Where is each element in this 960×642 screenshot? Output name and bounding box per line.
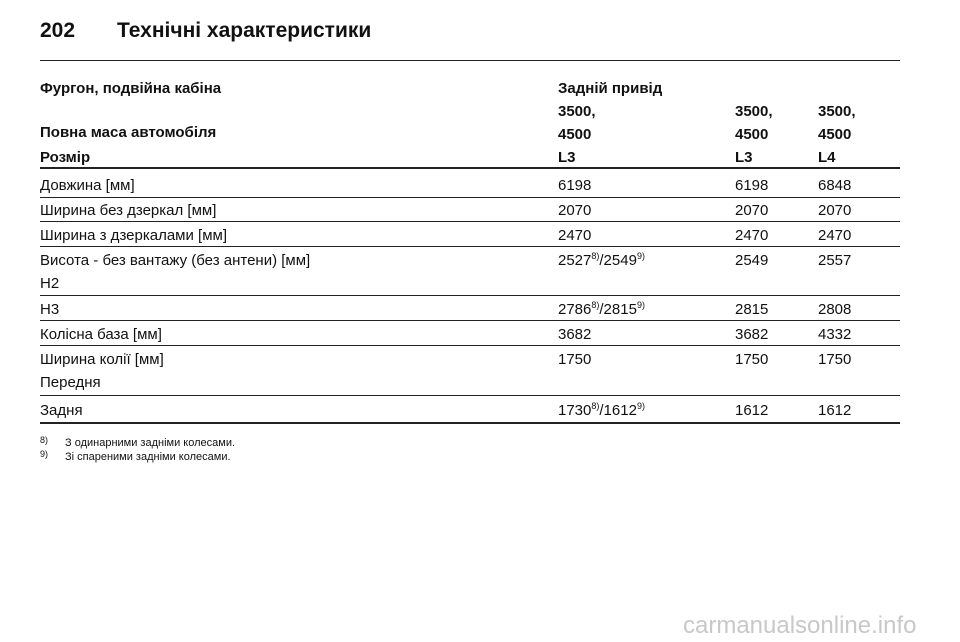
- rule: [40, 295, 900, 296]
- footnote-ref: 8): [591, 401, 600, 411]
- cell-value: 3682: [558, 326, 592, 343]
- cell-value: 2557: [818, 252, 852, 269]
- footnote-ref: 9): [636, 401, 645, 411]
- rule: [40, 422, 900, 424]
- cell-value: 2070: [818, 202, 852, 219]
- footnote-mark: 9): [40, 449, 49, 459]
- value-part: 1730: [558, 402, 592, 419]
- footnote-ref: 9): [636, 300, 645, 310]
- row-label: H2: [40, 275, 60, 292]
- watermark: carmanualsonline.info: [683, 612, 917, 639]
- footnote-text: Зі спареними задніми колесами.: [65, 451, 231, 463]
- rule: [40, 197, 900, 198]
- rule: [40, 320, 900, 321]
- column-header: 4500: [558, 126, 592, 143]
- cell-value: 2070: [735, 202, 769, 219]
- row-header: Фургон, подвійна кабіна: [40, 80, 222, 97]
- cell-value: 3682: [735, 326, 769, 343]
- cell-value: 2470: [558, 227, 592, 244]
- value-part: /2815: [599, 301, 637, 318]
- rule: [40, 167, 900, 169]
- rule: [40, 60, 900, 61]
- rule: [40, 395, 900, 396]
- cell-value: 6198: [735, 177, 769, 194]
- footnote-ref: 8): [591, 251, 600, 261]
- value-part: /1612: [599, 402, 637, 419]
- row-header: Повна маса автомобіля: [40, 124, 217, 141]
- column-header: 3500,: [735, 103, 773, 120]
- column-header: 3500,: [558, 103, 596, 120]
- rule: [40, 221, 900, 222]
- column-header: 3500,: [818, 103, 856, 120]
- cell-value: 1750: [818, 351, 852, 368]
- cell-value: 6198: [558, 177, 592, 194]
- column-header: L3: [735, 149, 753, 166]
- footnote-mark: 8): [40, 435, 49, 445]
- row-label: Довжина [мм]: [40, 177, 135, 194]
- value-part: 2527: [558, 252, 592, 269]
- page-number: 202: [40, 19, 76, 42]
- row-label: Задня: [40, 402, 83, 419]
- value-part: 2786: [558, 301, 592, 318]
- cell-value: 1612: [818, 402, 852, 419]
- cell-value: 27868)/28159): [558, 300, 645, 320]
- row-label: Передня: [40, 374, 101, 391]
- page-title: Технічні характеристики: [117, 19, 372, 42]
- row-label: Ширина без дзеркал [мм]: [40, 202, 217, 219]
- cell-value: 2070: [558, 202, 592, 219]
- cell-value: 1750: [735, 351, 769, 368]
- row-label: Ширина колії [мм]: [40, 351, 164, 368]
- column-header: L4: [818, 149, 836, 166]
- footnote-text: З одинарними задніми колесами.: [65, 437, 236, 449]
- row-label: Висота - без вантажу (без антени) [мм]: [40, 252, 311, 269]
- cell-value: 2815: [735, 301, 769, 318]
- cell-value: 6848: [818, 177, 852, 194]
- cell-value: 17308)/16129): [558, 401, 645, 421]
- footnote-ref: 9): [636, 251, 645, 261]
- row-label: Колісна база [мм]: [40, 326, 162, 343]
- value-part: /2549: [599, 252, 637, 269]
- cell-value: 1750: [558, 351, 592, 368]
- column-header: 4500: [735, 126, 769, 143]
- row-header: Розмір: [40, 149, 91, 166]
- column-header: L3: [558, 149, 576, 166]
- column-header: Задній привід: [558, 80, 663, 97]
- cell-value: 2808: [818, 301, 852, 318]
- cell-value: 25278)/25499): [558, 251, 645, 271]
- cell-value: 2549: [735, 252, 769, 269]
- cell-value: 4332: [818, 326, 852, 343]
- cell-value: 2470: [735, 227, 769, 244]
- rule: [40, 246, 900, 247]
- row-label: Ширина з дзеркалами [мм]: [40, 227, 227, 244]
- footnote-ref: 8): [591, 300, 600, 310]
- column-header: 4500: [818, 126, 852, 143]
- cell-value: 2470: [818, 227, 852, 244]
- cell-value: 1612: [735, 402, 769, 419]
- row-label: H3: [40, 301, 60, 318]
- rule: [40, 345, 900, 346]
